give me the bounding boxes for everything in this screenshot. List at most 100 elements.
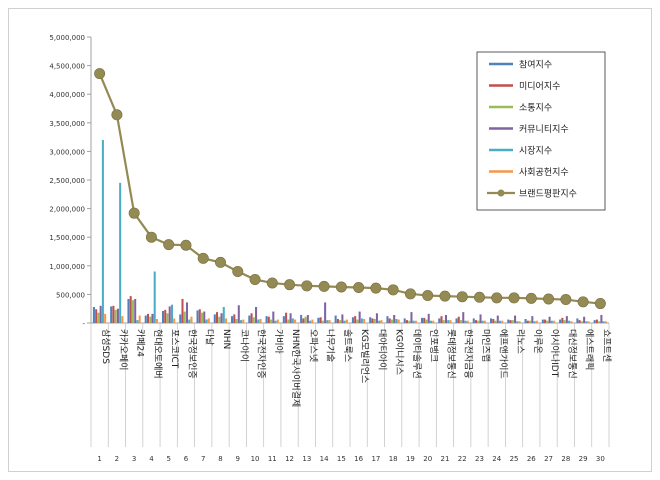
bar (583, 316, 586, 323)
bar (475, 320, 478, 323)
rank-label: 4 (149, 455, 154, 463)
bar (198, 309, 201, 323)
category-label: 에프앤가이드 (497, 329, 508, 379)
bar (412, 320, 415, 323)
bar (200, 312, 204, 323)
brand-index-point (594, 298, 606, 310)
brand-index-point (577, 296, 589, 308)
bar (95, 309, 98, 323)
rank-label: 7 (201, 455, 205, 463)
category-label: 현대오토에버 (152, 329, 163, 379)
bar (222, 306, 225, 323)
rank-label: 19 (406, 455, 415, 463)
bar (309, 320, 312, 323)
y-tick-label: 500,000 (56, 291, 85, 299)
bar (563, 320, 566, 323)
bar (492, 318, 495, 323)
bar (414, 320, 417, 323)
bar (587, 321, 590, 323)
rank-label: 25 (510, 455, 519, 463)
category-label: 아시아나IDT (549, 329, 560, 378)
bar (164, 309, 167, 323)
bar (405, 320, 408, 323)
legend-item: 브랜드평판지수 (487, 189, 577, 200)
bar (466, 320, 469, 323)
bar (442, 320, 445, 323)
bar (559, 319, 562, 323)
bar (300, 314, 303, 323)
bar (168, 306, 171, 323)
category-label: 대신정보통신 (566, 329, 577, 379)
bar-series-group (92, 139, 607, 323)
bar (373, 318, 376, 323)
bar (255, 306, 258, 323)
bar (526, 320, 529, 323)
bar (97, 312, 100, 323)
bar (472, 318, 475, 323)
brand-index-point (180, 239, 192, 251)
bar (380, 320, 383, 323)
brand-index-point (94, 68, 106, 80)
bar (393, 314, 396, 323)
legend-label: 커뮤니티지수 (519, 124, 569, 135)
category-label: 나무기술 (325, 329, 336, 362)
bar (462, 312, 465, 323)
x-axis-labels: 삼성SDS 1 카카오페이 2 카페24 3 현대오토에버 4 포스코ICT 5 한국정보인증 6 다날… (97, 329, 611, 463)
bar (427, 313, 430, 323)
y-tick-label: 2,000,000 (49, 206, 85, 214)
bar-series-4 (99, 298, 603, 323)
bar (341, 314, 344, 323)
legend-item: 미디어지수 (489, 81, 560, 92)
legend-label: 미디어지수 (519, 81, 560, 92)
rank-label: 29 (579, 455, 588, 463)
category-label: 코나아이 (238, 329, 249, 362)
bar (369, 317, 372, 323)
bar (291, 318, 294, 323)
bar (207, 318, 210, 323)
bar (565, 316, 568, 323)
bar (188, 319, 191, 323)
bar (459, 320, 463, 323)
bar-series-6 (104, 313, 607, 323)
rank-label: 15 (337, 455, 346, 463)
rank-label: 14 (320, 455, 329, 463)
bar (155, 318, 158, 323)
brand-index-point (525, 292, 537, 304)
y-tick-label: 4,500,000 (49, 63, 85, 71)
y-tick-label: 1,500,000 (49, 234, 85, 242)
bar (420, 317, 424, 323)
legend-item: 사회공헌지수 (489, 167, 569, 178)
bar (578, 320, 581, 323)
brand-index-point (145, 231, 157, 243)
bar (166, 313, 169, 323)
bar (354, 316, 357, 323)
rank-label: 20 (423, 455, 432, 463)
bar (289, 313, 292, 323)
bar (311, 319, 314, 323)
bar (604, 321, 607, 323)
category-label: 오파스넷 (307, 329, 318, 362)
bar (548, 316, 551, 323)
brand-index-point (197, 252, 209, 264)
brand-index-point (491, 292, 503, 304)
legend-label: 소통지수 (519, 103, 552, 114)
y-tick-label: 1,000,000 (49, 263, 85, 271)
bar (136, 320, 139, 323)
brand-index-point (232, 266, 244, 278)
bar (248, 315, 251, 323)
bar (388, 318, 391, 323)
bar (334, 315, 337, 323)
bar (181, 298, 184, 323)
category-label: 데이타솔루션 (411, 329, 422, 379)
legend-label: 브랜드평판지수 (519, 189, 577, 200)
y-tick-label: 4,000,000 (49, 91, 85, 99)
rank-label: 13 (302, 455, 311, 463)
bar (302, 318, 305, 323)
bar (287, 319, 290, 323)
rank-label: 3 (132, 455, 136, 463)
brand-index-point (215, 256, 227, 268)
category-label: 가비아 (273, 329, 284, 355)
bar (501, 320, 504, 323)
y-tick-label: 5,000,000 (49, 34, 85, 42)
bar-series-3 (97, 300, 601, 323)
